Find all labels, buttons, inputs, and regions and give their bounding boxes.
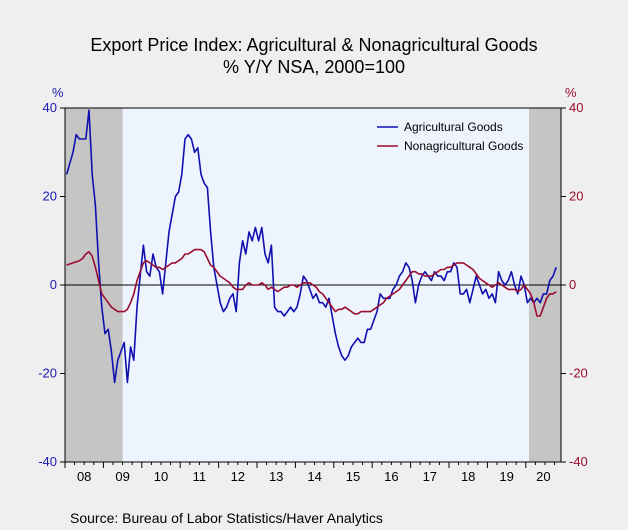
x-tick-label: 14 [307,469,321,484]
y-right-tick-label: -20 [569,366,588,381]
x-tick-label: 17 [423,469,437,484]
y-left-unit: % [52,85,64,100]
chart-subtitle: % Y/Y NSA, 2000=100 [223,57,405,77]
x-tick-label: 13 [269,469,283,484]
y-left-tick-label: -40 [38,454,57,469]
x-tick-label: 11 [193,469,207,484]
x-tick-label: 12 [231,469,245,484]
x-tick-label: 16 [384,469,398,484]
legend-label-2: Nonagricultural Goods [404,139,523,153]
y-left-tick-label: -20 [38,366,57,381]
x-tick-label: 15 [346,469,360,484]
x-tick-label: 08 [77,469,91,484]
series-line-1 [65,109,557,384]
x-tick-label: 19 [499,469,513,484]
x-tick-label: 20 [536,469,550,484]
series-line-2 [66,248,557,317]
x-tick-label: 09 [115,469,129,484]
source-note: Source: Bureau of Labor Statistics/Haver… [70,510,383,526]
y-right-tick-label: 40 [569,100,583,115]
y-left-tick-label: 40 [43,100,57,115]
x-tick-label: 18 [461,469,475,484]
y-right-tick-label: 20 [569,189,583,204]
y-right-tick-label: 0 [569,277,576,292]
y-right-unit: % [565,85,577,100]
y-right-tick-label: -40 [569,454,588,469]
plot-area: 40 40 20 20 0 0 -20 -20 -40 -40 08 09 10 11 12 13 14 15 16… [38,100,588,484]
chart-title: Export Price Index: Agricultural & Nonag… [90,35,537,55]
y-left-tick-label: 0 [50,277,57,292]
y-left-tick-label: 20 [43,189,57,204]
legend-label-1: Agricultural Goods [404,120,503,134]
x-tick-label: 10 [154,469,168,484]
